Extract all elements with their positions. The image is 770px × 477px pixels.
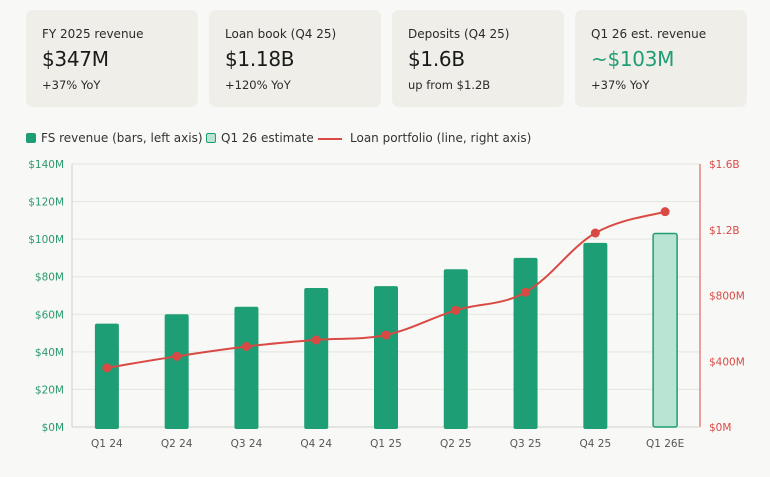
left-axis-tick-label: $0M <box>42 422 64 434</box>
kpi-label: FY 2025 revenue <box>42 27 144 41</box>
loan-portfolio-point <box>660 207 670 217</box>
bar <box>164 314 189 429</box>
kpi-value: $347M <box>42 47 109 71</box>
kpi-label: Loan book (Q4 25) <box>225 27 337 41</box>
x-axis-tick-label: Q4 24 <box>300 438 332 450</box>
legend-label-bars: FS revenue (bars, left axis) <box>41 131 203 145</box>
x-axis-tick-label: Q2 25 <box>440 438 472 450</box>
loan-portfolio-point <box>521 287 531 297</box>
loan-portfolio-point <box>102 363 112 373</box>
kpi-value: $1.18B <box>225 47 295 71</box>
bar <box>304 287 329 429</box>
right-axis-tick-label: $400M <box>709 356 745 368</box>
bar-estimate <box>652 232 678 428</box>
x-axis-tick-label: Q1 25 <box>370 438 402 450</box>
loan-portfolio-point <box>241 341 251 351</box>
bar <box>374 286 398 429</box>
right-axis-tick-label: $1.2B <box>709 225 740 237</box>
left-axis-tick-label: $100M <box>28 234 64 246</box>
kpi-label: Deposits (Q4 25) <box>408 27 510 41</box>
x-axis-tick-label: Q2 24 <box>161 438 193 450</box>
revenue-loan-chart: $0M $20M $40M $60M $80M $100M $120M $140M $0M $40… <box>28 159 745 450</box>
kpi-value: ~$103M <box>591 47 675 71</box>
x-axis-tick-label: Q3 24 <box>231 438 263 450</box>
kpi-subtext: up from $1.2B <box>408 78 491 92</box>
kpi-label: Q1 26 est. revenue <box>591 27 707 41</box>
bar <box>583 242 608 429</box>
x-axis-tick-label: Q3 25 <box>510 438 542 450</box>
left-axis-tick-label: $20M <box>35 384 64 396</box>
right-axis-tick-label: $800M <box>709 291 745 303</box>
x-axis-tick-label: Q1 24 <box>91 438 123 450</box>
kpi-card-fy-revenue: FY 2025 revenue $347M +37% YoY <box>26 10 198 107</box>
bar <box>94 323 119 429</box>
legend-swatch-estimate <box>206 133 216 143</box>
kpi-card-loan-book: Loan book (Q4 25) $1.18B +120% YoY <box>209 10 381 107</box>
left-axis-tick-label: $80M <box>35 272 64 284</box>
left-axis-tick-label: $40M <box>35 347 64 359</box>
x-axis-tick-label: Q1 26E <box>646 438 684 450</box>
legend-swatch-bars <box>26 133 36 143</box>
left-axis-tick-label: $60M <box>35 309 64 321</box>
kpi-subtext: +120% YoY <box>225 78 291 92</box>
loan-portfolio-point <box>172 351 182 361</box>
kpi-value: $1.6B <box>408 47 465 71</box>
x-axis-tick-label: Q4 25 <box>580 438 612 450</box>
right-axis-tick-label: $0M <box>709 422 731 434</box>
kpi-subtext: +37% YoY <box>591 78 650 92</box>
kpi-subtext: +37% YoY <box>42 78 101 92</box>
loan-portfolio-point <box>381 330 391 340</box>
kpi-card-deposits: Deposits (Q4 25) $1.6B up from $1.2B <box>392 10 564 107</box>
kpi-cards: FY 2025 revenue $347M +37% YoY Loan book… <box>26 10 748 108</box>
legend-label-estimate: Q1 26 estimate <box>221 131 314 145</box>
left-axis-tick-label: $140M <box>28 159 64 171</box>
legend-label-line: Loan portfolio (line, right axis) <box>350 131 532 145</box>
legend-swatch-line <box>318 138 342 140</box>
bar <box>234 306 259 429</box>
bar <box>443 269 468 429</box>
kpi-card-q1-estimate: Q1 26 est. revenue ~$103M +37% YoY <box>575 10 747 107</box>
right-axis-tick-label: $1.6B <box>709 159 740 171</box>
bar <box>513 257 538 429</box>
left-axis-tick-label: $120M <box>28 197 64 209</box>
loan-portfolio-point <box>311 335 321 345</box>
loan-portfolio-point <box>451 305 461 315</box>
loan-portfolio-point <box>590 228 600 238</box>
